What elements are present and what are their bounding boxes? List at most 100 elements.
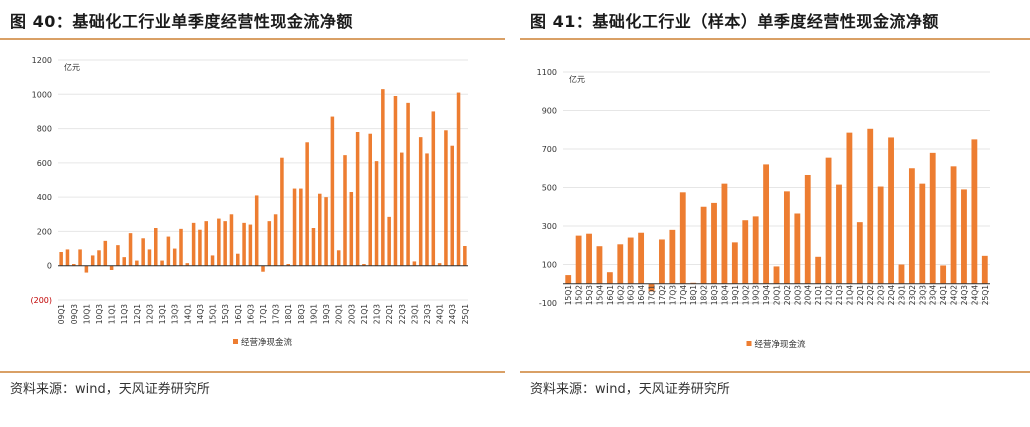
bar [412,261,417,266]
panel-right: 图 41：基础化工行业（样本）单季度经营性现金流净额 -100 100 300 500… [520,0,1030,427]
x-tick-label: 18Q1 [689,285,698,305]
bar [210,255,215,266]
panel-title: 图 40：基础化工行业单季度经营性现金流净额 [10,12,353,31]
bar [261,265,265,272]
x-tick-label: 22Q1 [385,304,394,324]
x-tick-label: 19Q1 [731,285,740,305]
bar [586,233,592,284]
x-tick-label: 19Q3 [322,304,331,324]
x-tick-label: 17Q1 [259,304,268,324]
bar [940,265,947,284]
x-tick-label: 18Q3 [710,285,719,305]
bar [204,221,208,266]
x-tick-label: 18Q3 [297,304,306,324]
x-tick-label: 24Q2 [950,285,959,305]
bar [254,195,259,266]
x-tick-label: 25Q1 [461,304,470,324]
x-tick-label: 23Q1 [897,285,906,305]
x-tick-label: 15Q3 [221,304,230,324]
bar [311,228,316,266]
bar [90,255,95,266]
bar [627,237,634,284]
x-tick-label: 23Q1 [410,304,419,324]
bar [908,168,915,284]
x-tick-label: 23Q4 [929,285,938,305]
bar [248,224,253,266]
bar [711,202,717,284]
bar [669,229,676,284]
source-rule [520,371,1030,373]
bar [877,186,884,284]
bar [318,193,322,266]
bar [160,260,164,266]
x-tick-label: 15Q1 [209,304,218,324]
x-tick-label: 14Q3 [196,304,205,324]
unit-label: 亿元 [64,62,80,72]
x-tick-label: 09Q3 [70,304,79,324]
x-tick-label: 14Q1 [183,304,192,324]
bar [387,216,391,266]
x-tick-label: 21Q3 [835,285,844,305]
x-tick-label: 22Q3 [877,285,886,305]
bar [343,155,347,266]
x-tick-label: 12Q3 [145,304,154,324]
x-tick-label: 16Q3 [627,285,636,305]
bar [97,250,101,266]
x-tick-label: 19Q2 [741,285,750,305]
bar [217,218,221,266]
title-rule [0,38,505,40]
bar [596,246,603,284]
x-tick-label: 16Q1 [234,304,243,324]
x-tick-label: 18Q4 [720,285,729,305]
bar [431,111,436,266]
x-tick-label: 17Q2 [658,285,667,305]
bar [867,128,874,284]
x-tick-label: 23Q2 [908,285,917,305]
x-tick-label: 20Q2 [783,285,792,305]
bar [450,145,454,266]
chart-container: -100 100 300 500 700 900 1100 亿元 15Q1 15Q2 15Q3 15Q… [520,44,1030,370]
bar [135,260,139,266]
bar [638,232,645,284]
bar [648,283,655,292]
bar [84,265,89,273]
y-tick-label: 900 [542,107,557,116]
bar [393,96,398,266]
y-tick-label: 200 [37,227,52,236]
x-tick-label: 20Q4 [804,285,813,305]
bar [406,102,410,266]
x-tick-label: 23Q3 [918,285,927,305]
legend-swatch [746,341,752,346]
bar [731,242,738,284]
bar [236,253,240,266]
bar [565,275,572,284]
bar [437,263,442,266]
bar [78,249,82,266]
x-tick-label: 25Q1 [981,285,990,305]
bar [109,265,114,270]
bar [273,214,278,266]
x-tick-label: 09Q1 [57,304,66,324]
x-tick-label: 22Q2 [866,285,875,305]
x-tick-label: 12Q1 [133,304,142,324]
x-tick-label: 17Q3 [668,285,677,305]
bar [659,239,665,284]
y-tick-label: 1000 [32,90,52,99]
bar [888,137,894,284]
bar [65,249,70,266]
bar [198,229,202,266]
x-tick-label: 20Q3 [347,304,356,324]
x-tick-label: 15Q2 [575,285,584,305]
bar [103,240,108,266]
x-tick-label: 20Q3 [793,285,802,305]
bar [362,264,366,266]
x-tick-label: 21Q2 [825,285,834,305]
legend-swatch [233,339,238,344]
x-tick-label: 10Q1 [82,304,91,324]
bar [425,153,429,266]
bar [919,183,926,284]
bar [223,221,227,266]
source-note: 资料来源：wind，天风证券研究所 [530,382,730,397]
y-tick-label: 400 [37,193,52,202]
y-tick-label: 700 [542,145,557,154]
